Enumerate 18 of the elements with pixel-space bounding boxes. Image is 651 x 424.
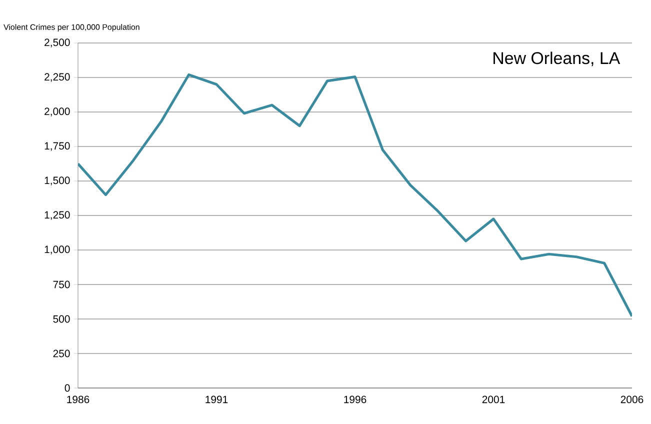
y-tick-label: 1,500 <box>44 176 70 186</box>
y-tick-label: 2,000 <box>44 108 70 116</box>
x-tick-label: 2006 <box>620 396 644 404</box>
y-tick-label: 1,750 <box>44 142 70 151</box>
x-tick-label: 1991 <box>206 396 228 404</box>
x-tick-label: 2001 <box>482 396 505 404</box>
y-tick-label: 0 <box>64 384 70 392</box>
chart-title: New Orleans, LA <box>494 52 620 66</box>
y-tick-label: 2,250 <box>44 73 70 82</box>
y-tick-label: 1,250 <box>44 211 70 220</box>
y-tick-label: 1,000 <box>44 246 70 254</box>
line-series <box>78 73 632 318</box>
y-tick-label: 2,500 <box>44 38 70 48</box>
x-tick-label: 1996 <box>344 396 366 404</box>
y-tick-label: 250 <box>53 350 70 358</box>
x-tick-label: 1986 <box>67 396 90 404</box>
y-tick-label: 750 <box>53 280 70 288</box>
y-tick-label: 500 <box>53 315 70 323</box>
